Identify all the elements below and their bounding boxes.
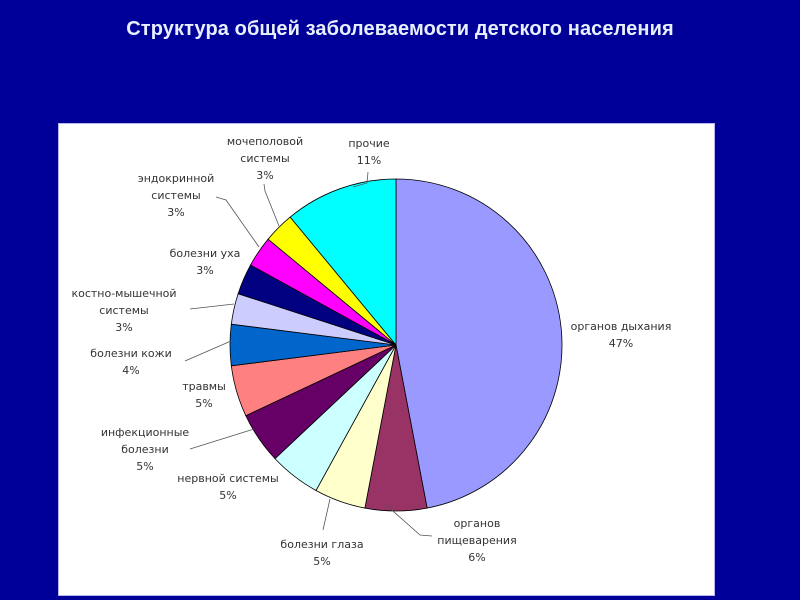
slice-label: мочеполовой системы 3% <box>226 135 304 182</box>
pie-chart <box>184 171 563 537</box>
slice-label: нервной системы 5% <box>177 472 279 502</box>
pie-slice-11 <box>289 178 397 347</box>
leader-line <box>263 183 280 227</box>
leader-line <box>189 428 255 450</box>
slide-title: Структура общей заболеваемости детского … <box>126 18 674 40</box>
slice-label: болезни уха 3% <box>169 247 241 277</box>
leader-line <box>352 171 369 188</box>
slice-label: прочие 11% <box>348 137 390 167</box>
leader-line <box>215 196 260 248</box>
slice-label: эндокринной системы 3% <box>137 172 215 219</box>
slice-label: органов дыхания 47% <box>570 320 672 350</box>
chart-panel: органов дыхания 47% органов пищеварения 6% бо… <box>59 124 714 595</box>
leader-line <box>189 303 235 310</box>
pie-slice-0 <box>395 178 563 509</box>
slice-label: костно-мышечной системы 3% <box>71 287 177 334</box>
leader-line <box>184 340 232 362</box>
leader-line <box>322 498 331 531</box>
slice-label: органов пищеварения 6% <box>437 517 517 564</box>
slice-label: болезни кожи 4% <box>90 347 172 377</box>
slice-label: болезни глаза 5% <box>280 538 364 568</box>
leader-line <box>384 503 433 537</box>
slice-label: инфекционные болезни 5% <box>100 426 190 473</box>
slice-label: травмы 5% <box>182 380 226 410</box>
